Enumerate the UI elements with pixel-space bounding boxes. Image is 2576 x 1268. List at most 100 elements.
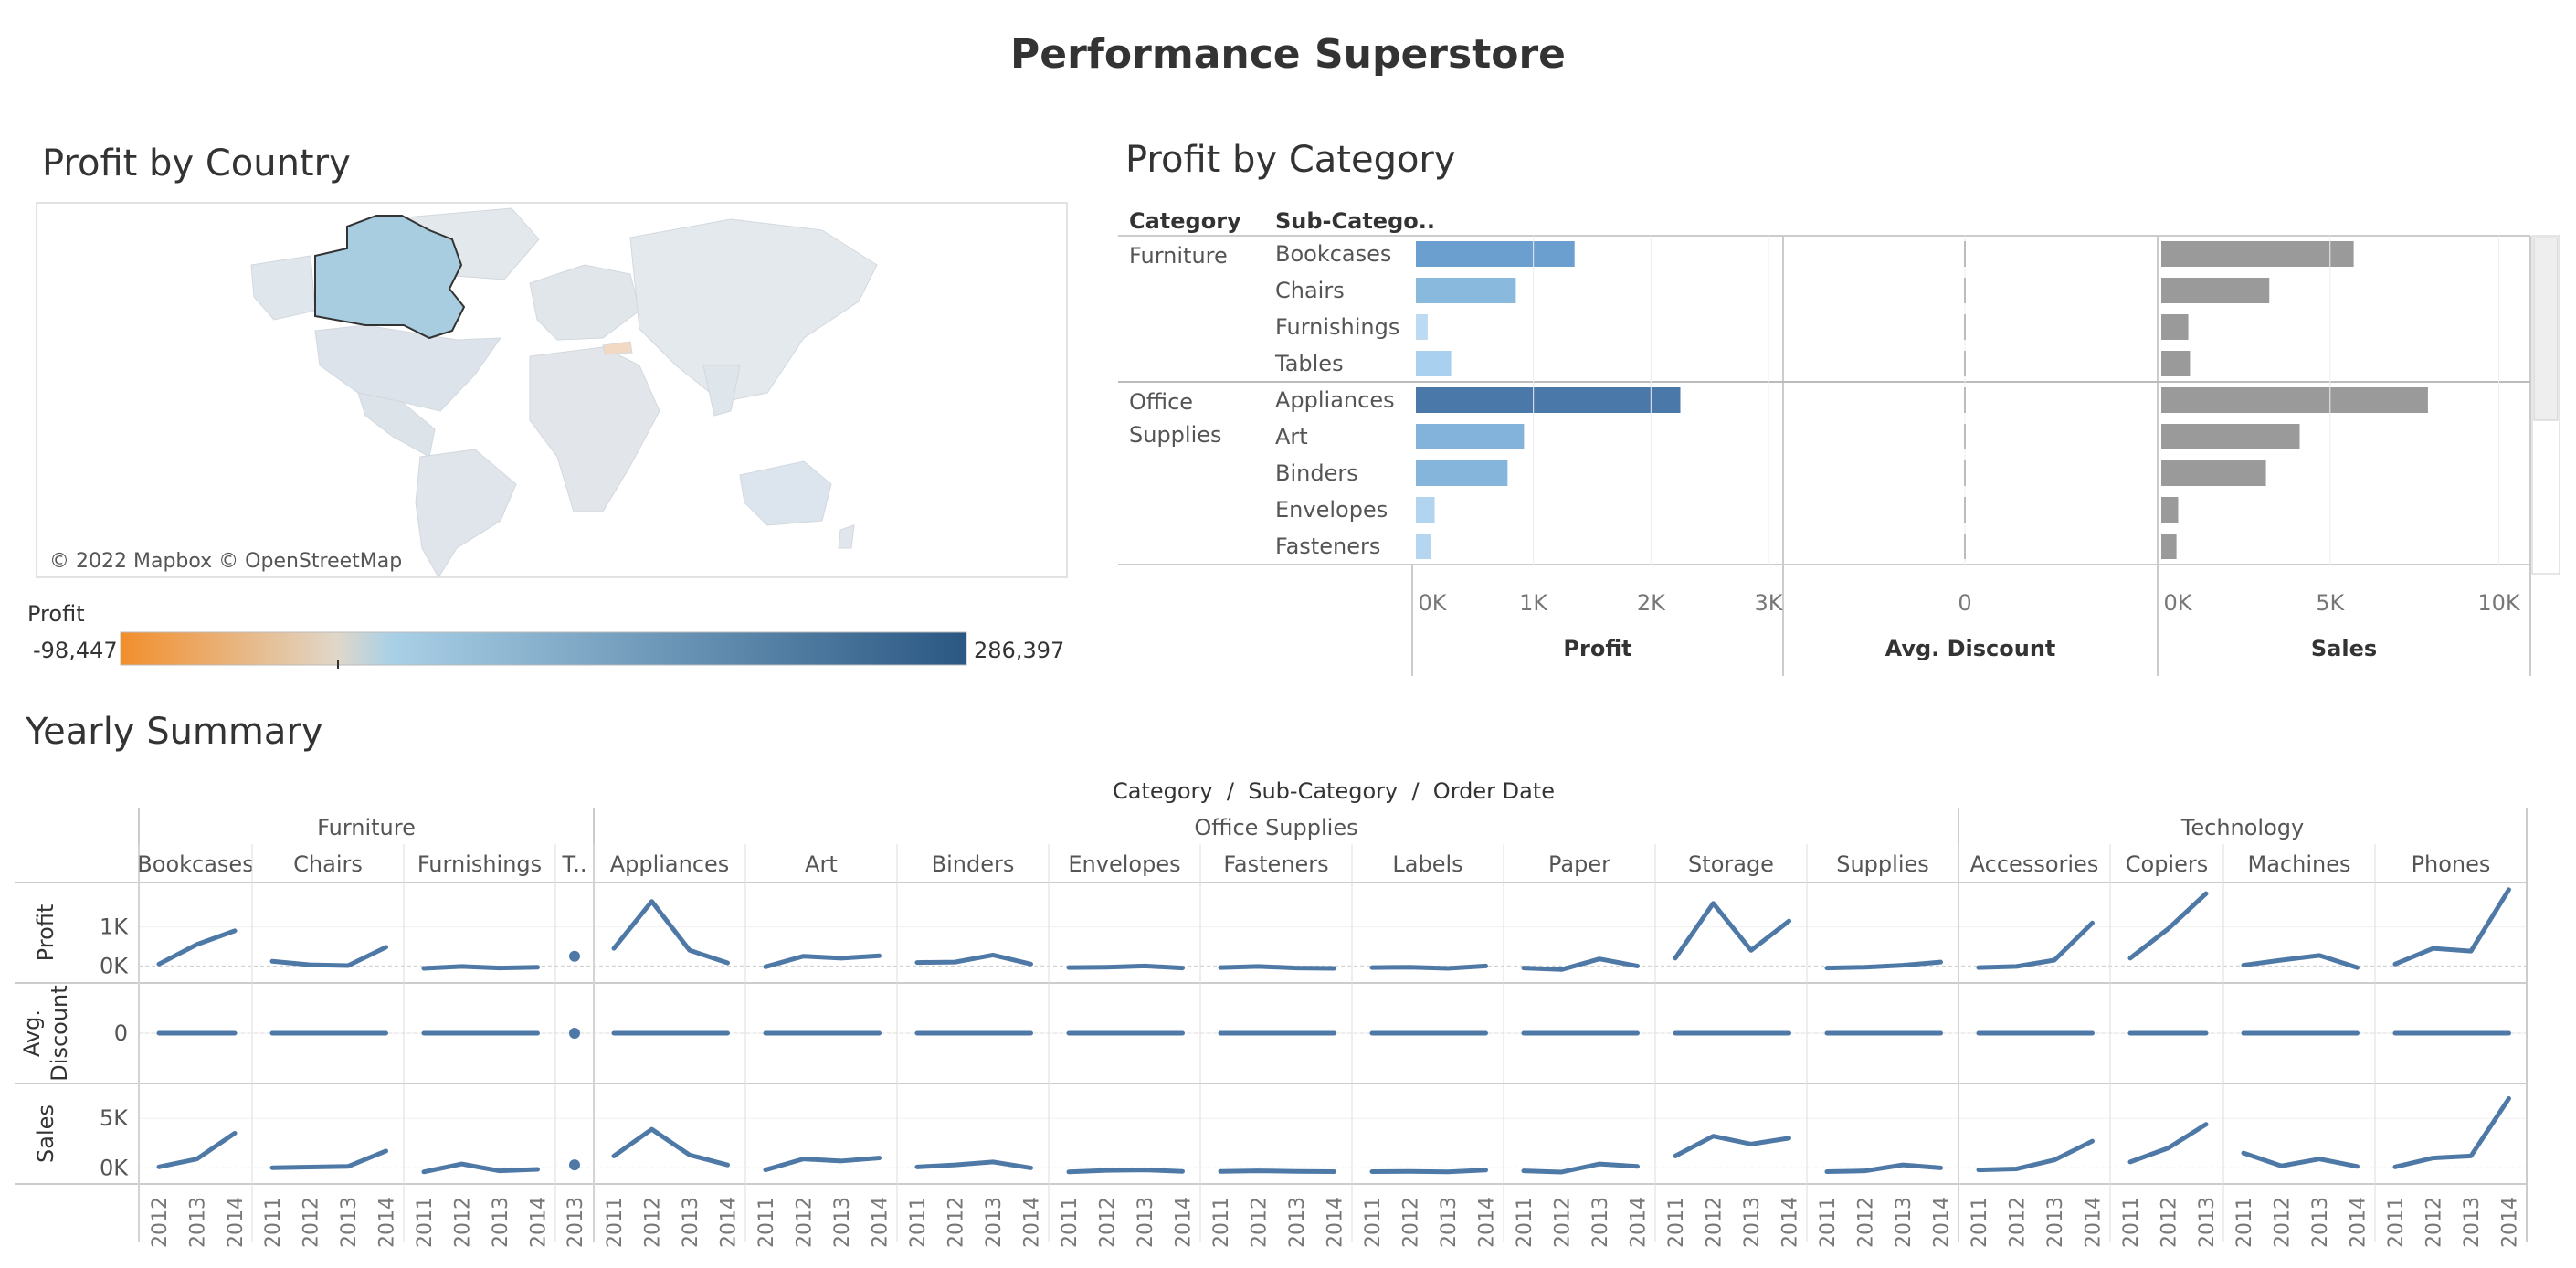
summary-line[interactable] (914, 952, 1033, 967)
year-tick-label: 2013 (2044, 1197, 2067, 1248)
col-header-subcategory: Sub-Catego.. (1275, 208, 1435, 234)
summary-point[interactable] (569, 1028, 580, 1039)
summary-line[interactable] (1218, 1168, 1336, 1175)
row-label: Avg. (19, 1009, 45, 1057)
subcategory-label: Appliances (1275, 387, 1395, 413)
subcategory-label: Tables (1274, 351, 1344, 376)
summary-line[interactable] (1066, 1168, 1185, 1175)
summary-header: Category / Sub-Category / Order Date (1113, 778, 1555, 804)
summary-line[interactable] (914, 1159, 1033, 1170)
category-scrollbar[interactable] (2531, 235, 2560, 575)
year-tick-label: 2011 (1059, 1197, 1082, 1248)
year-tick-label: 2014 (1325, 1197, 1347, 1248)
summary-point[interactable] (569, 1159, 580, 1171)
row-label: Sales (33, 1104, 58, 1163)
australia-shape (739, 460, 832, 526)
profit-bar[interactable] (1416, 351, 1452, 376)
sales-bar[interactable] (2161, 460, 2266, 486)
summary-line[interactable] (156, 1130, 238, 1169)
summary-line[interactable] (1824, 1162, 1943, 1175)
sales-bar[interactable] (2161, 497, 2179, 523)
subcategory-header: T.. (561, 851, 586, 877)
summary-line[interactable] (156, 928, 238, 967)
summary-line[interactable] (2392, 887, 2511, 967)
summary-line[interactable] (1066, 963, 1185, 971)
year-tick-label: 2011 (604, 1197, 627, 1248)
summary-line[interactable] (1824, 959, 1943, 971)
profit-bar[interactable] (1416, 497, 1435, 523)
profit-bar[interactable] (1416, 534, 1431, 559)
year-tick-label: 2013 (2196, 1197, 2219, 1248)
summary-line[interactable] (2127, 891, 2209, 961)
summary-line[interactable] (2241, 953, 2360, 970)
sales-bar[interactable] (2161, 387, 2428, 413)
category-label: Furniture (1129, 243, 1228, 269)
year-tick-label: 2014 (225, 1197, 248, 1248)
category-label: Office (1129, 389, 1193, 415)
summary-line[interactable] (421, 964, 540, 971)
year-tick-label: 2014 (1476, 1197, 1499, 1248)
sales-bar[interactable] (2161, 351, 2191, 376)
subcategory-label: Binders (1275, 460, 1358, 486)
category-bar-chart: Furniture Bookcases Chairs Furnishings Table… (1118, 235, 2531, 676)
summary-line[interactable] (1673, 901, 1791, 961)
subcategory-label: Art (1275, 424, 1308, 449)
subcategory-label: Furnishings (1275, 314, 1399, 340)
summary-line[interactable] (1369, 1168, 1488, 1175)
africa-shape (529, 346, 660, 512)
sales-bar[interactable] (2161, 424, 2300, 449)
summary-line[interactable] (1218, 964, 1336, 971)
axis-title: Avg. Discount (1885, 636, 2056, 661)
scrollbar-thumb[interactable] (2533, 237, 2559, 421)
row-tick-label: 5K (100, 1105, 129, 1131)
axis-tick-label: 0K (2163, 590, 2192, 616)
profit-bar[interactable] (1416, 278, 1516, 303)
profit-color-legend: Profit -98,447 286,397 (27, 601, 1064, 669)
summary-line[interactable] (1521, 956, 1640, 972)
axis-tick-label: 0K (1418, 590, 1447, 616)
subcategory-header: Machines (2248, 851, 2351, 877)
summary-line[interactable] (1673, 1134, 1791, 1158)
summary-line[interactable] (611, 899, 730, 966)
summary-line[interactable] (1976, 920, 2095, 970)
year-tick-label: 2013 (1438, 1197, 1461, 1248)
summary-line[interactable] (611, 1126, 730, 1168)
summary-line[interactable] (2127, 1122, 2209, 1165)
summary-line[interactable] (763, 1156, 882, 1173)
year-tick-label: 2013 (983, 1197, 1006, 1248)
year-tick-label: 2011 (907, 1197, 930, 1248)
summary-line[interactable] (1976, 1138, 2095, 1173)
year-tick-label: 2012 (794, 1197, 817, 1248)
year-tick-label: 2012 (2423, 1197, 2446, 1248)
summary-line[interactable] (421, 1161, 540, 1175)
summary-line[interactable] (269, 945, 388, 968)
summary-line[interactable] (1521, 1161, 1640, 1175)
sales-bar[interactable] (2161, 534, 2177, 559)
map-attribution[interactable]: © 2022 Mapbox © OpenStreetMap (49, 550, 402, 573)
summary-line[interactable] (763, 953, 882, 969)
sales-bar[interactable] (2161, 278, 2270, 303)
subcategory-header: Paper (1548, 851, 1610, 877)
category-panel-title: Profit by Category (1125, 139, 1456, 181)
profit-bar[interactable] (1416, 314, 1428, 340)
world-map[interactable]: © 2022 Mapbox © OpenStreetMap (36, 202, 1068, 578)
profit-bar[interactable] (1416, 460, 1508, 486)
row-tick-label: 0 (114, 1020, 128, 1046)
usa-shape (314, 324, 501, 412)
summary-line[interactable] (269, 1148, 388, 1170)
year-tick-label: 2012 (2159, 1197, 2181, 1248)
profit-bar[interactable] (1416, 387, 1681, 413)
summary-line[interactable] (2241, 1150, 2360, 1169)
summary-point[interactable] (569, 950, 580, 962)
year-tick-label: 2013 (338, 1197, 361, 1248)
year-tick-label: 2014 (870, 1197, 892, 1248)
profit-bar[interactable] (1416, 241, 1575, 267)
sales-bar[interactable] (2161, 314, 2189, 340)
year-tick-label: 2014 (2499, 1197, 2522, 1248)
year-tick-label: 2013 (2461, 1197, 2484, 1248)
summary-line[interactable] (1369, 963, 1488, 971)
sales-bar[interactable] (2161, 241, 2354, 267)
summary-line[interactable] (2392, 1096, 2511, 1169)
profit-bar[interactable] (1416, 424, 1525, 449)
year-tick-label: 2014 (1173, 1197, 1196, 1248)
